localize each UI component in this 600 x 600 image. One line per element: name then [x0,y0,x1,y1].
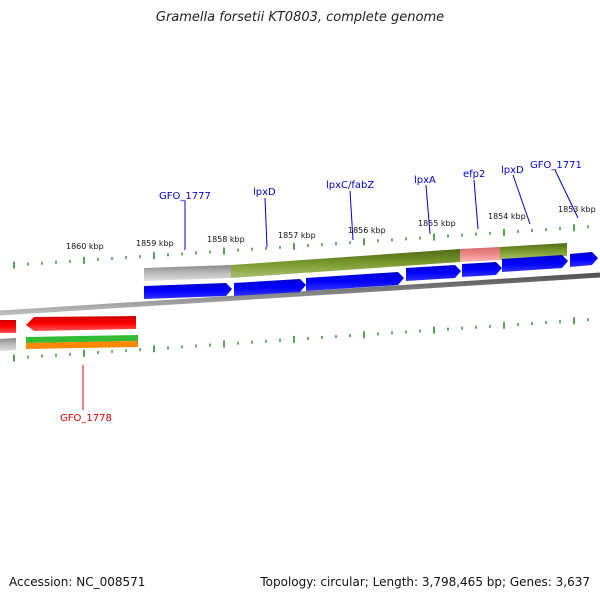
genome-backbone [0,272,600,316]
upper-tick-row [13,224,589,269]
feature-green-track[interactable] [26,335,138,343]
lower-tick-row [13,317,589,362]
gene-label-gfo-1778[interactable]: GFO_1778 [60,413,112,424]
cds-arrow-efp2[interactable] [462,262,502,277]
feature-pink-segment[interactable] [460,247,500,262]
cds-arrow-lpxc-fabz[interactable] [306,272,404,291]
gene-label-lpxd-2[interactable]: lpxD [501,165,524,176]
kbp-label-1853: 1853 kbp [558,205,596,214]
gene-label-efp2[interactable]: efp2 [463,169,485,180]
kbp-label-group: 1860 kbp 1859 kbp 1858 kbp 1857 kbp 1856… [66,205,596,251]
genome-stats-text: Topology: circular; Length: 3,798,465 bp… [260,575,590,589]
feature-olive-segment-2[interactable] [500,243,567,260]
kbp-label-1855: 1855 kbp [418,219,456,228]
feature-gray-left-edge[interactable] [0,338,16,351]
feature-olive-segment-1[interactable] [231,249,460,278]
feature-gray-segment[interactable] [144,265,231,281]
gene-callout-lines [184,169,579,250]
gene-label-group: GFO_1777 lpxD lpxC/fabZ lpxA efp2 lpxD G… [60,160,582,424]
kbp-label-1854: 1854 kbp [488,212,526,221]
kbp-label-1859: 1859 kbp [136,239,174,248]
cds-reverse-arrow-gfo-1778[interactable] [26,316,136,331]
gene-label-gfo-1771[interactable]: GFO_1771 [530,160,582,171]
cds-reverse-arrow-left-edge[interactable] [0,320,16,333]
gene-label-lpxa[interactable]: lpxA [414,175,436,186]
kbp-label-1858: 1858 kbp [207,235,245,244]
gene-label-lpxd-1[interactable]: lpxD [253,187,276,198]
map-title: Gramella forsetii KT0803, complete genom… [155,10,445,25]
cds-arrow-lpxd-1[interactable] [234,279,306,296]
feature-orange-track[interactable] [26,341,138,349]
kbp-label-1857: 1857 kbp [278,231,316,240]
accession-text: Accession: NC_008571 [9,575,146,589]
cds-arrow-lpxd-2[interactable] [502,255,568,272]
cds-arrow-lpxa[interactable] [406,265,461,281]
kbp-label-1860: 1860 kbp [66,242,104,251]
cds-arrow-gfo-1777[interactable] [144,283,232,299]
gene-label-gfo-1777[interactable]: GFO_1777 [159,191,211,202]
cds-arrow-gfo-1771[interactable] [570,252,598,267]
gene-label-lpxc-fabz[interactable]: lpxC/fabZ [326,180,374,191]
kbp-label-1856: 1856 kbp [348,226,386,235]
